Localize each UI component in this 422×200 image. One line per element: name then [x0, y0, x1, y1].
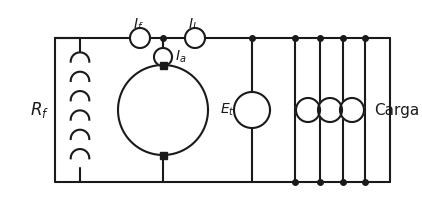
Polygon shape — [130, 28, 150, 48]
Polygon shape — [318, 98, 342, 122]
Bar — [160, 62, 167, 68]
Text: Carga: Carga — [374, 102, 419, 117]
Polygon shape — [118, 65, 208, 155]
Text: $I_f$: $I_f$ — [133, 17, 143, 33]
Text: $I_L$: $I_L$ — [187, 17, 198, 33]
Bar — [160, 152, 167, 158]
Polygon shape — [340, 98, 364, 122]
Polygon shape — [185, 28, 205, 48]
Text: $E_t$: $E_t$ — [220, 102, 235, 118]
Polygon shape — [154, 48, 172, 66]
Polygon shape — [296, 98, 320, 122]
Text: $R_f$: $R_f$ — [30, 100, 49, 120]
Text: $I_a$: $I_a$ — [175, 49, 187, 65]
Polygon shape — [234, 92, 270, 128]
